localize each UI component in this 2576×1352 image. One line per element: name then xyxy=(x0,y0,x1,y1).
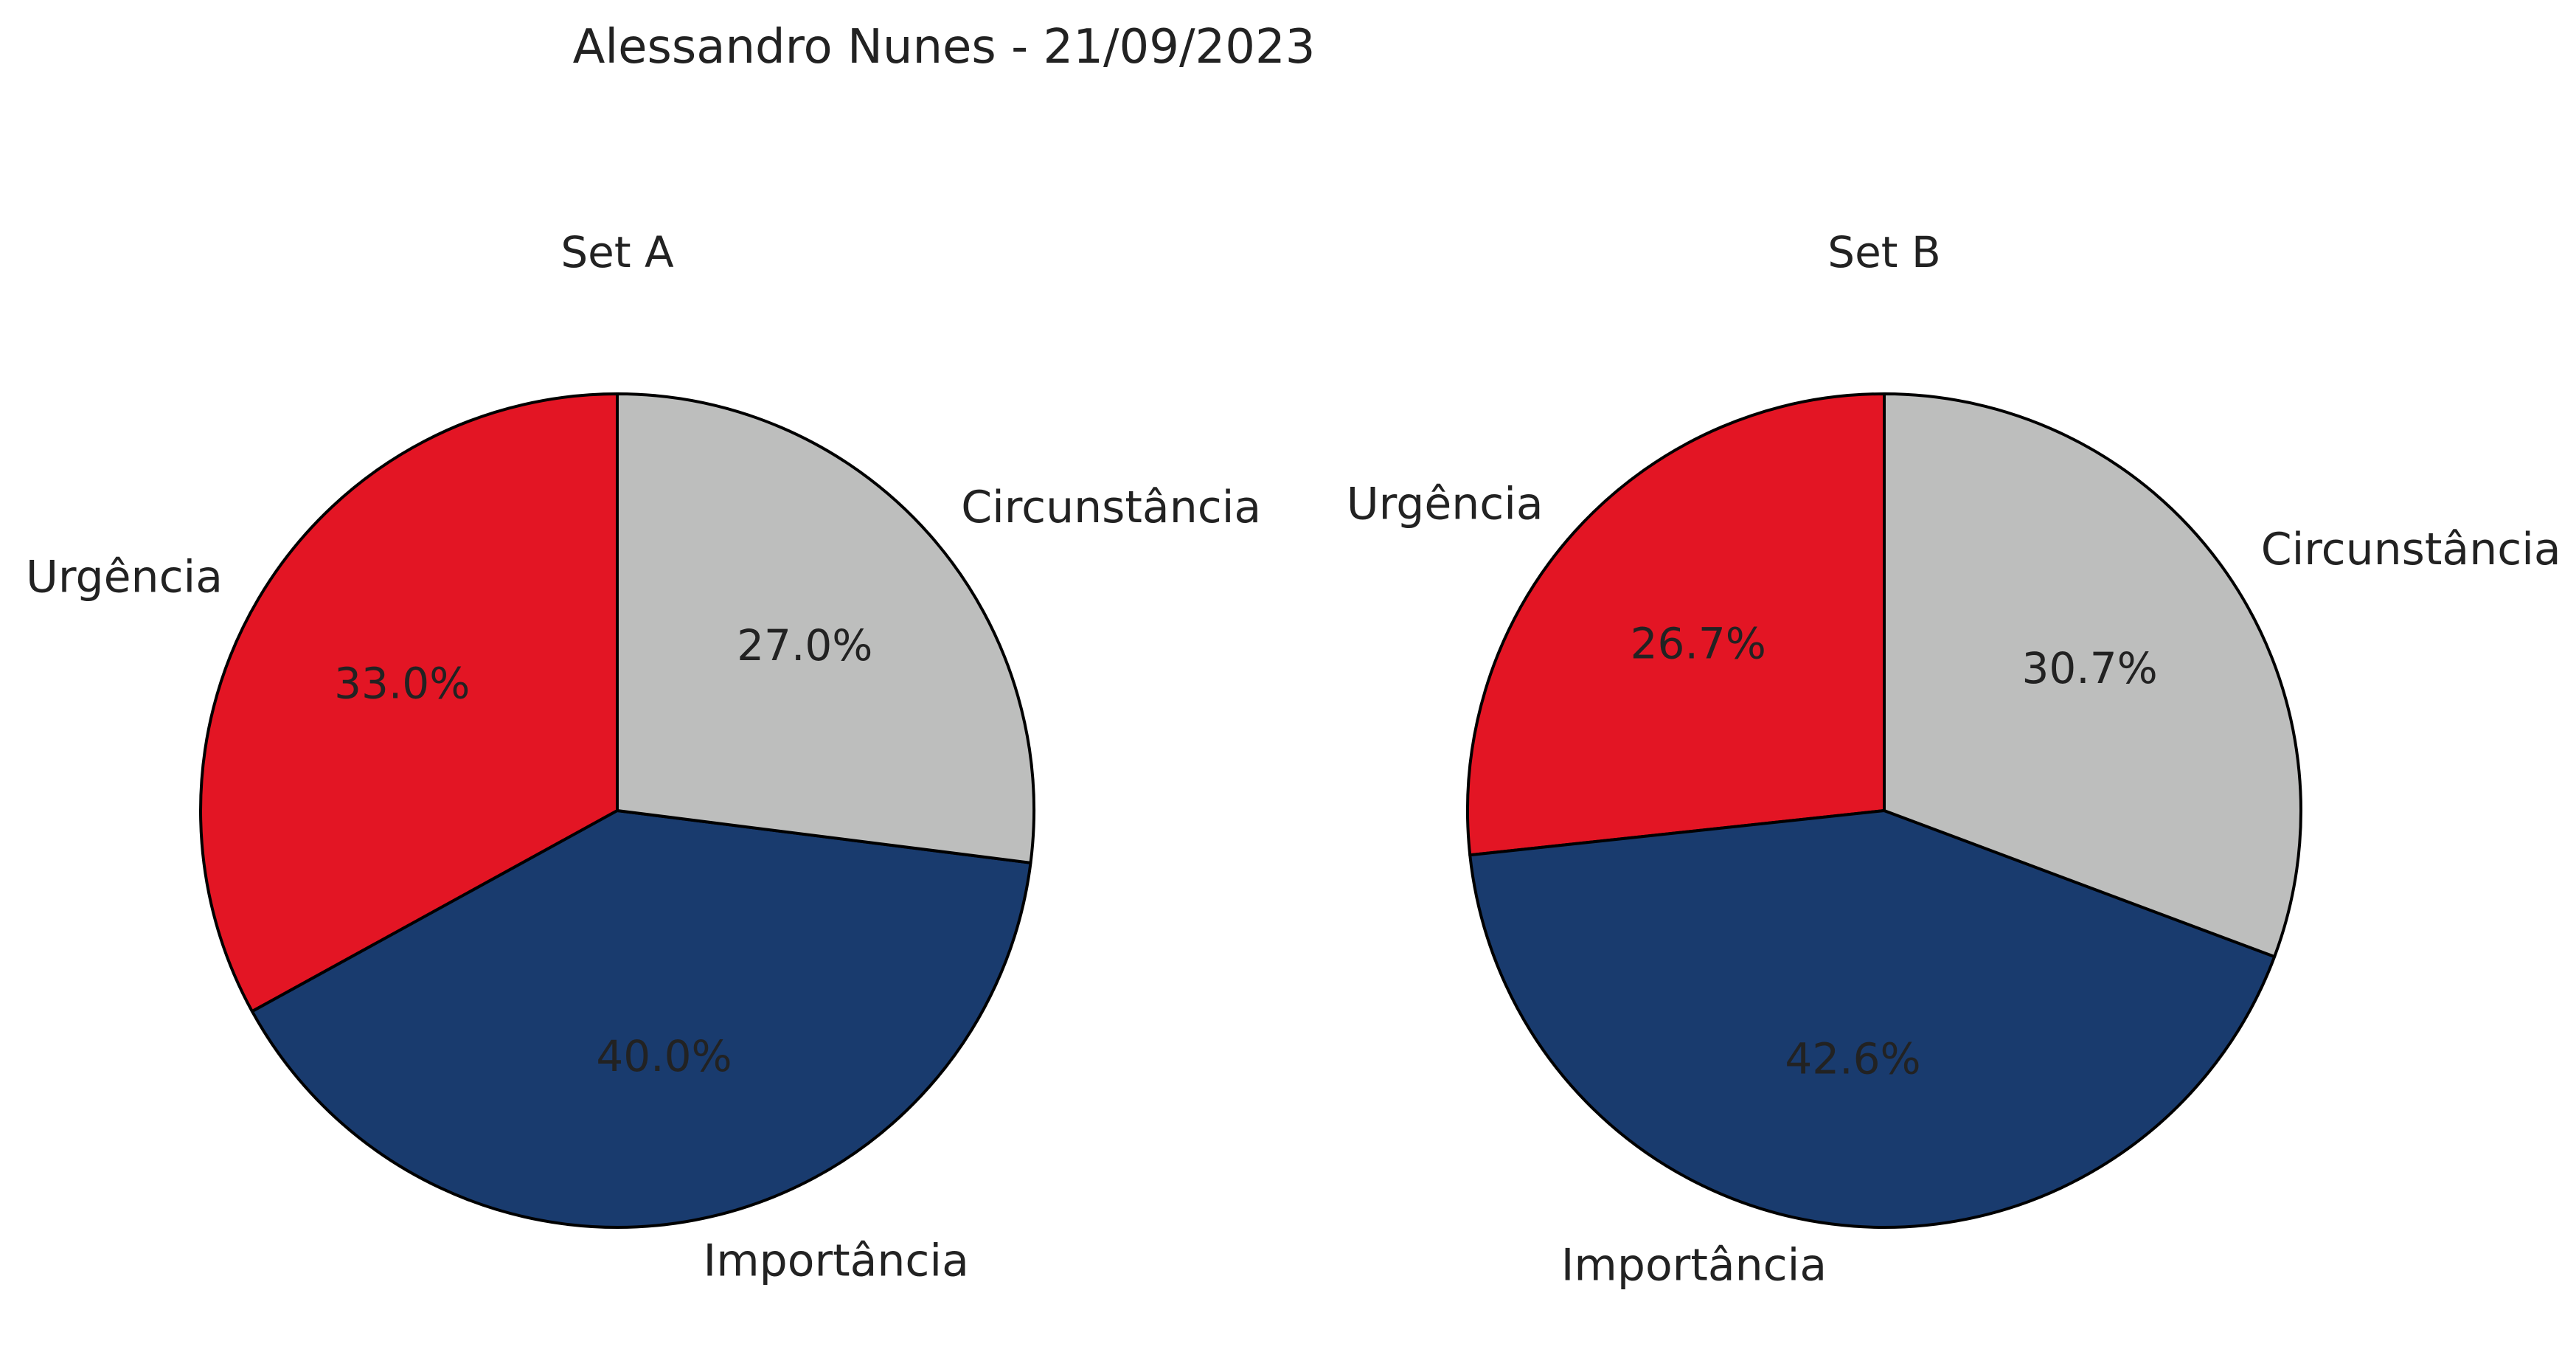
category-label-importancia: Importância xyxy=(704,1235,969,1287)
pie-slice-importancia xyxy=(250,809,1032,1229)
percent-label-urgencia: 33.0% xyxy=(334,658,470,708)
percent-label-urgencia: 26.7% xyxy=(1631,618,1766,668)
pie-slice-urgencia xyxy=(199,392,619,1013)
pie-charts: Set A Urgência 33.0% Importância 40.0% Circun… xyxy=(26,227,2561,1292)
category-label-urgencia: Urgência xyxy=(26,552,223,603)
percent-label-circunstancia: 30.7% xyxy=(2021,643,2157,693)
pie-chart-set-b: Set B Urgência 26.7% Importância 42.6% Circun… xyxy=(1347,227,2561,1292)
category-label-importancia: Importância xyxy=(1561,1240,1827,1292)
pie-slice-importancia xyxy=(1468,809,2277,1229)
pie-title: Set B xyxy=(1827,227,1940,277)
percent-label-importancia: 40.0% xyxy=(596,1031,732,1081)
figure-title: Alessandro Nunes - 21/09/2023 xyxy=(573,20,1316,74)
pie-title: Set A xyxy=(560,227,674,277)
pie-slice-urgencia xyxy=(1466,392,1886,857)
category-label-circunstancia: Circunstância xyxy=(961,482,1261,533)
category-label-circunstancia: Circunstância xyxy=(2261,524,2561,575)
pie-slice-circunstancia xyxy=(1883,392,2302,959)
category-label-urgencia: Urgência xyxy=(1347,479,1544,530)
pie-slice-circunstancia xyxy=(616,392,1035,864)
percent-label-importancia: 42.6% xyxy=(1785,1033,1920,1084)
pie-chart-set-a: Set A Urgência 33.0% Importância 40.0% Circun… xyxy=(26,227,1261,1287)
percent-label-circunstancia: 27.0% xyxy=(737,620,872,670)
